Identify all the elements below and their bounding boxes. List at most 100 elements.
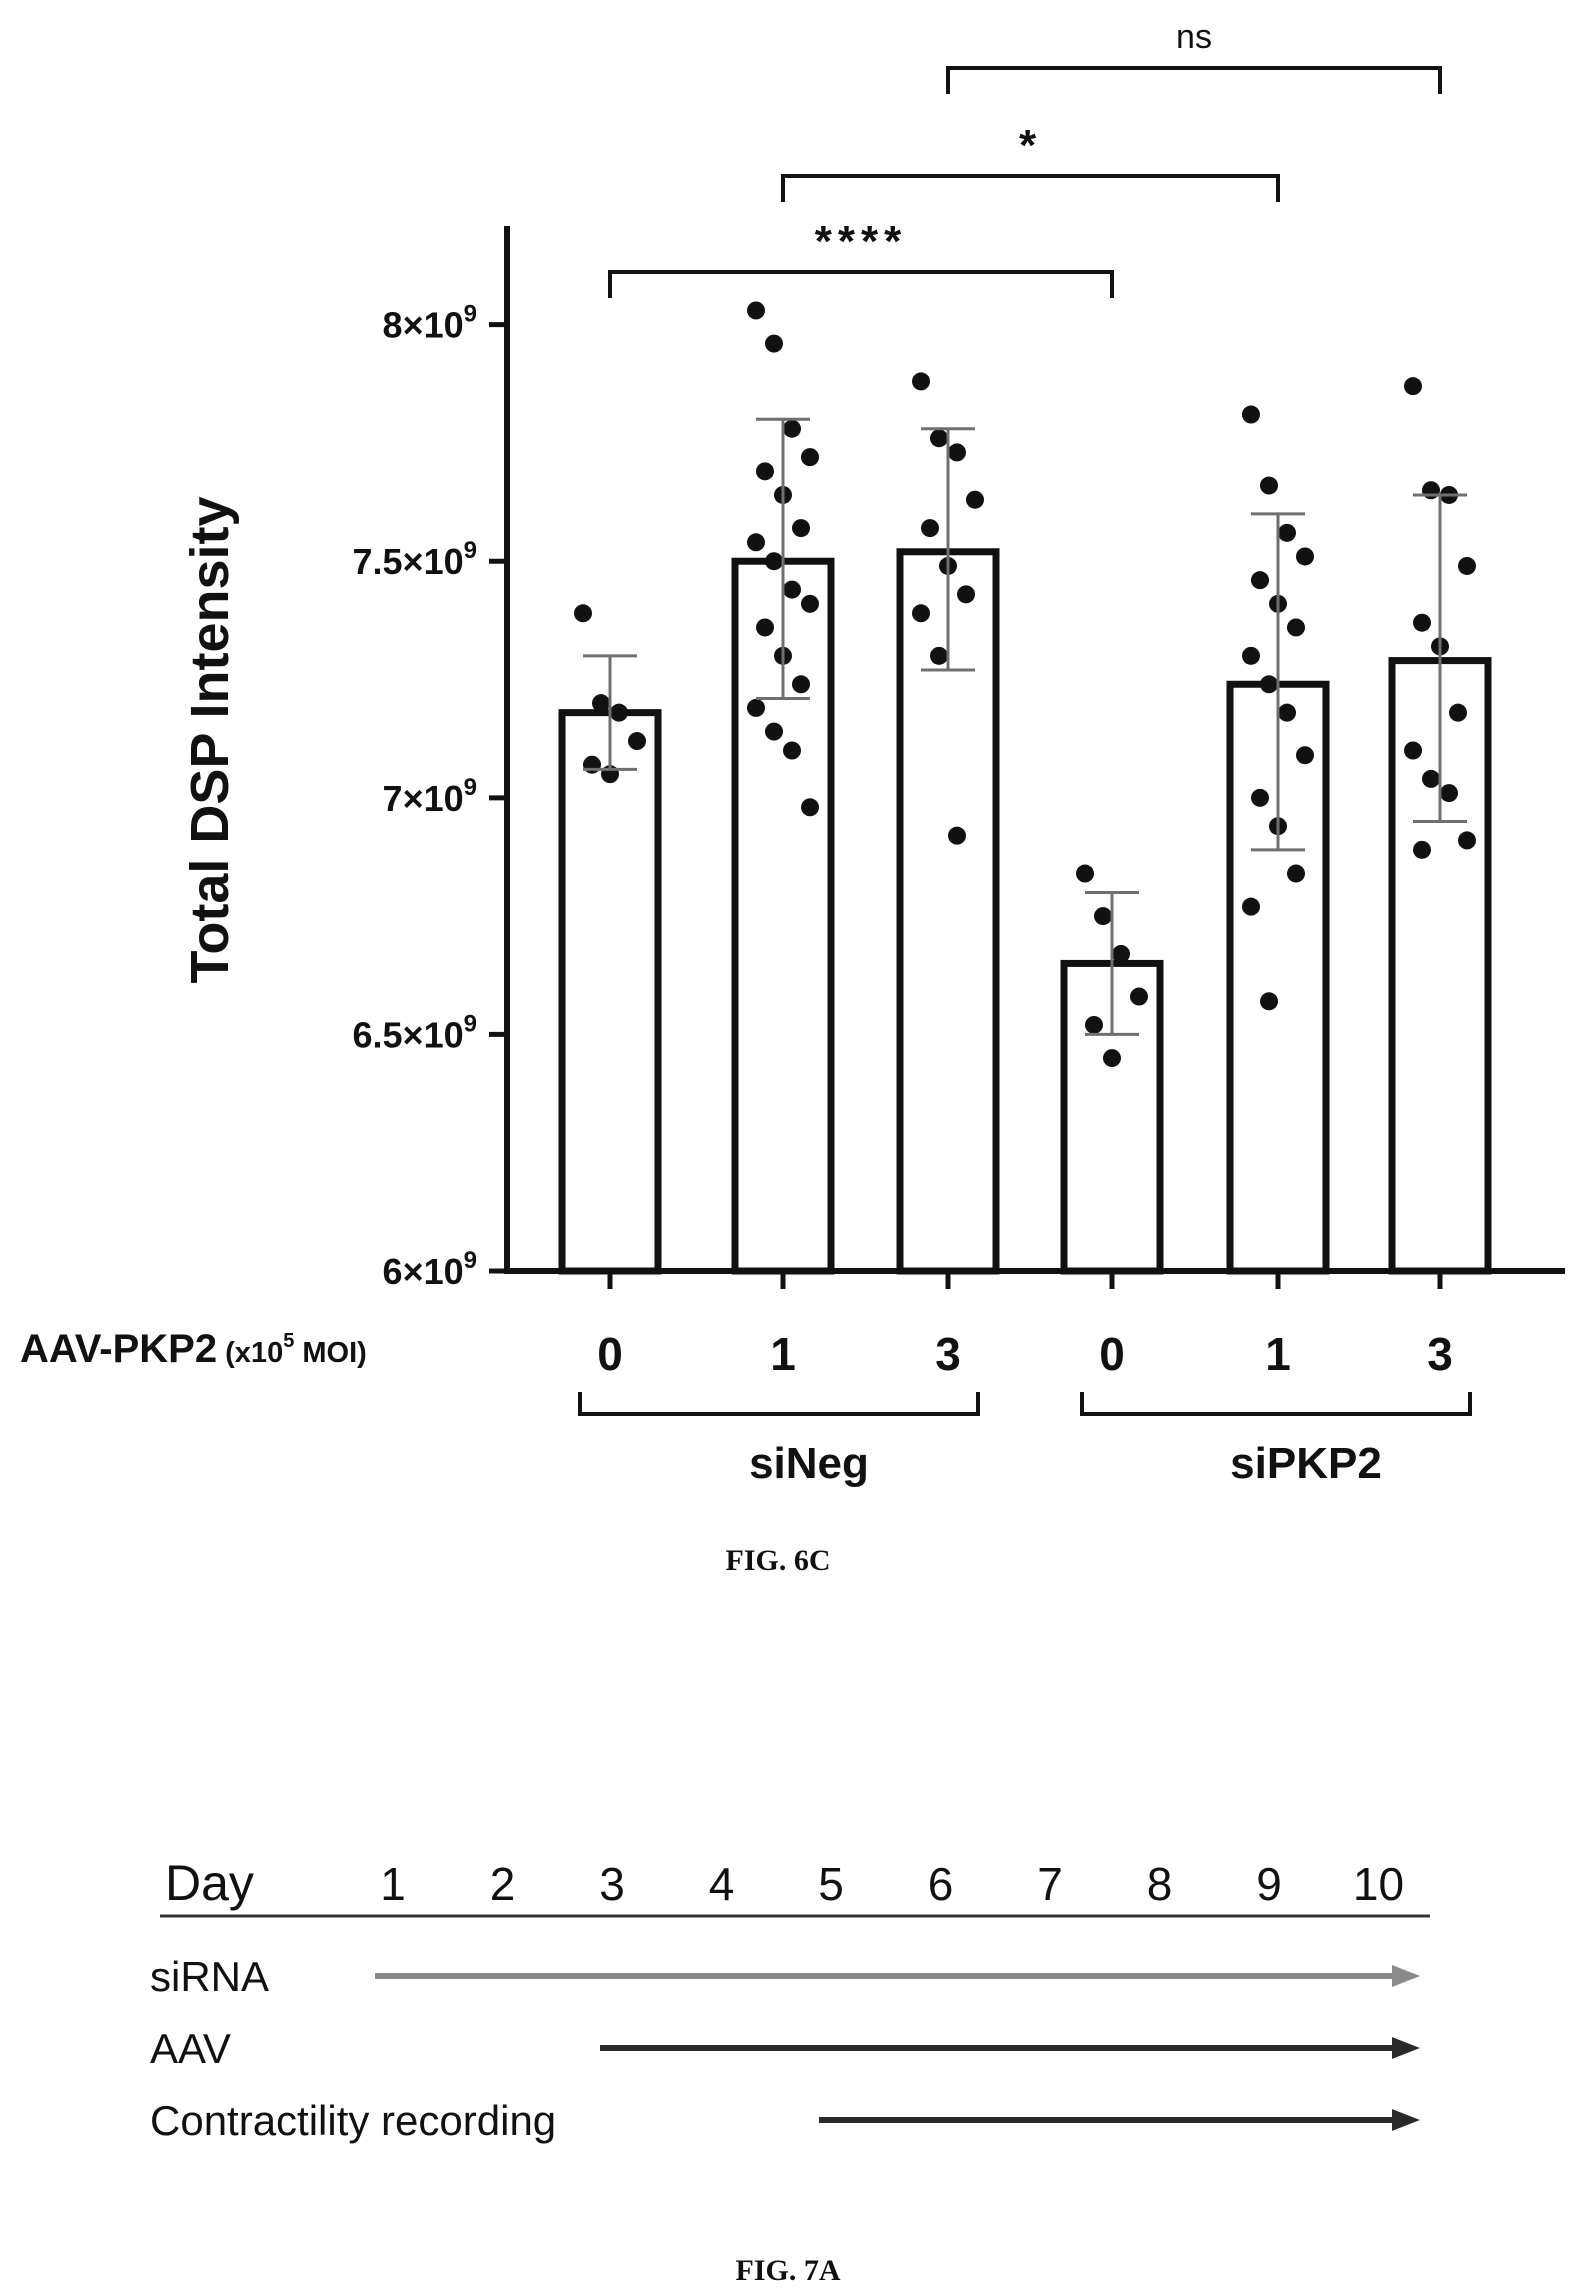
figure-7a-timeline: Day 1 2 3 4 5 6 7 8 9 10 siRNA AAV Contractility re… (150, 1855, 1430, 2287)
data-point (1251, 788, 1269, 807)
group-bracket (578, 1392, 980, 1416)
data-point (1287, 618, 1305, 637)
x-tick-label: 3 (935, 1328, 961, 1380)
data-point (930, 429, 948, 448)
data-point (930, 646, 948, 665)
x-tick-label: 3 (1427, 1328, 1453, 1380)
data-point (957, 585, 975, 604)
bars (558, 548, 1492, 1275)
data-point (1103, 1049, 1121, 1068)
error-bars (583, 417, 1467, 1036)
data-point (1251, 571, 1269, 590)
significance-bracket (946, 66, 1442, 94)
data-point (628, 732, 646, 751)
group-label: siPKP2 (1230, 1439, 1382, 1488)
data-point (756, 462, 774, 481)
day-label: Day (165, 1855, 254, 1911)
data-point (1287, 864, 1305, 883)
day-number: 9 (1256, 1858, 1282, 1910)
data-point (1296, 547, 1314, 566)
data-point (747, 301, 765, 320)
significance-bracket (781, 174, 1280, 202)
y-tick-label: 7×109 (383, 774, 477, 819)
data-point (1440, 784, 1458, 803)
data-point (747, 698, 765, 717)
day-number: 10 (1353, 1858, 1404, 1910)
data-point (1413, 613, 1431, 632)
significance-label: ns (1176, 18, 1212, 56)
data-point (1296, 746, 1314, 765)
group-label: siNeg (749, 1439, 869, 1488)
group-bracket (1080, 1392, 1472, 1416)
x-tick-label: 0 (1099, 1328, 1125, 1380)
data-point (1404, 741, 1422, 760)
day-number: 4 (709, 1858, 735, 1910)
data-point (966, 490, 984, 509)
day-numbers: 1 2 3 4 5 6 7 8 9 10 (380, 1858, 1404, 1910)
y-tick-label: 6×109 (383, 1247, 477, 1292)
data-point (1422, 481, 1440, 500)
significance-bracket (608, 270, 1114, 298)
y-tick-label: 8×109 (383, 301, 477, 346)
data-point (1242, 646, 1260, 665)
y-tick-label: 6.5×109 (353, 1010, 477, 1055)
bar (558, 709, 662, 1275)
group-brackets: siNeg siPKP2 (578, 1392, 1472, 1488)
timeline-row-label: AAV (150, 2025, 231, 2072)
data-point (1094, 907, 1112, 926)
x-tick-label: 0 (597, 1328, 623, 1380)
y-axis-title: Total DSP Intensity (180, 496, 240, 983)
day-number: 2 (490, 1858, 516, 1910)
day-number: 8 (1147, 1858, 1173, 1910)
data-point (756, 618, 774, 637)
data-point (1112, 944, 1130, 963)
data-point (783, 580, 801, 599)
data-point (1449, 703, 1467, 722)
x-axis-title: AAV-PKP2 (x105 MOI) (20, 1327, 367, 1371)
data-point (1422, 769, 1440, 788)
figure-caption-6c: FIG. 6C (726, 1544, 831, 1577)
day-number: 7 (1037, 1858, 1063, 1910)
data-points (574, 301, 1476, 1068)
data-point (765, 722, 783, 741)
timeline-arrow-head (1392, 2109, 1420, 2131)
data-point (1130, 987, 1148, 1006)
data-point (592, 694, 610, 713)
timeline-rows: siRNA AAV Contractility recording (150, 1953, 1420, 2144)
day-number: 3 (599, 1858, 625, 1910)
data-point (1076, 864, 1094, 883)
data-point (801, 798, 819, 817)
data-point (948, 443, 966, 462)
x-tick-label: 1 (770, 1328, 796, 1380)
axes (489, 226, 1565, 1289)
data-point (783, 741, 801, 760)
significance-brackets: *****ns (608, 18, 1442, 298)
data-point (583, 755, 601, 774)
data-point (912, 604, 930, 623)
data-point (765, 552, 783, 571)
data-point (783, 419, 801, 438)
day-number: 1 (380, 1858, 406, 1910)
day-number: 6 (928, 1858, 954, 1910)
data-point (948, 826, 966, 845)
data-point (921, 519, 939, 538)
data-point (1278, 523, 1296, 542)
timeline-row-label: Contractility recording (150, 2097, 556, 2144)
bar (1226, 680, 1330, 1275)
timeline-row-label: siRNA (150, 1953, 269, 2000)
data-point (792, 675, 810, 694)
data-point (747, 533, 765, 552)
figure-caption-7a: FIG. 7A (736, 2254, 841, 2287)
data-point (1404, 377, 1422, 396)
timeline-arrow-head (1392, 2037, 1420, 2059)
data-point (801, 594, 819, 613)
timeline-arrow-head (1392, 1965, 1420, 1987)
significance-label: * (1019, 121, 1042, 170)
data-point (1458, 556, 1476, 575)
x-tick-label: 1 (1265, 1328, 1291, 1380)
data-point (1260, 675, 1278, 694)
data-point (1260, 476, 1278, 495)
x-tick-labels: 0 1 3 0 1 3 (597, 1328, 1453, 1380)
data-point (574, 604, 592, 623)
data-point (1458, 831, 1476, 850)
